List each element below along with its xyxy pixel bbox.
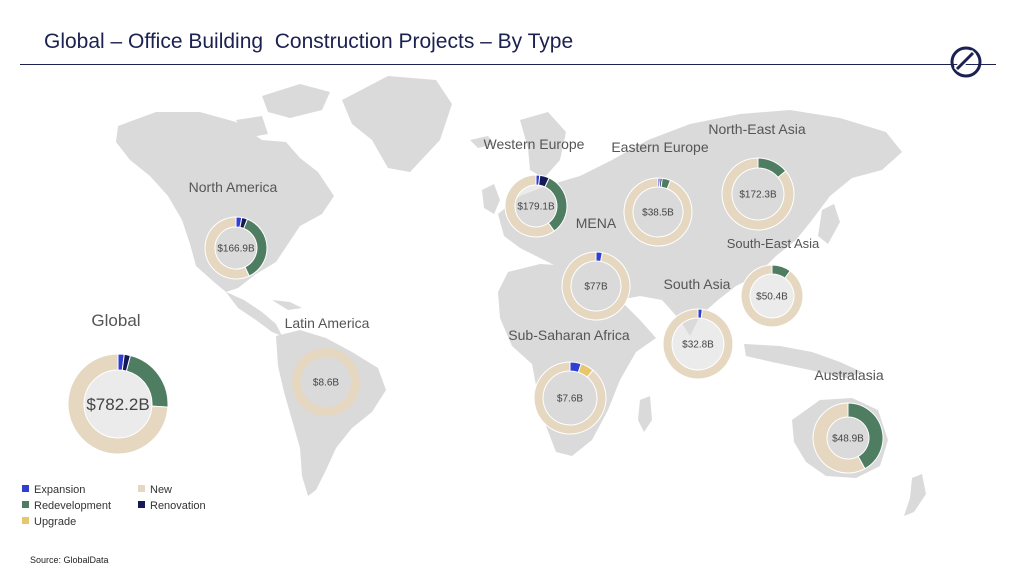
region-value-australasia: $48.9B [832,434,864,445]
brand-logo-icon [950,46,982,78]
donut-hole [732,168,784,220]
donut-slice-new [662,308,734,380]
donut-south-east-asia: South-East Asia $50.4B [727,236,820,328]
donut-slice-new [721,157,795,231]
donut-latin-america: Latin America $8.6B [285,315,370,416]
region-label-australasia: Australasia [814,367,883,383]
legend-label-renovation: Renovation [150,500,206,512]
region-label-north-america: North America [189,179,278,195]
legend-swatch-redevelopment [22,501,29,508]
region-label-south-asia: South Asia [664,276,731,292]
donut-slice-new [812,402,866,474]
donut-south-asia: South Asia $32.8B [662,276,734,380]
region-value-north-america: $166.9B [217,244,255,255]
region-value-eastern-europe: $38.5B [642,208,674,219]
legend-swatch-new [138,485,145,492]
donut-global: Global $782.2B [67,311,169,455]
legend-label-expansion: Expansion [34,484,86,496]
donut-western-europe: Western Europe $179.1B [484,136,585,238]
legend-swatch-renovation [138,501,145,508]
region-label-latin-america: Latin America [285,315,370,331]
donut-slice-new [623,177,693,247]
region-value-south-asia: $32.8B [682,340,714,351]
donut-hole [571,261,621,311]
source-note: Source: GlobalData [30,555,109,565]
donut-north-america: North America $166.9B [189,179,278,280]
donut-charts: Global $782.2B North America $166.9B Latin A… [67,121,884,474]
region-label-north-east-asia: North-East Asia [708,121,805,137]
legend-item-renovation: Renovation [138,500,206,512]
donut-sub-saharan-africa: Sub-Saharan Africa $7.6B [508,327,630,435]
region-value-mena: $77B [584,282,608,293]
region-value-sub-saharan-africa: $7.6B [557,394,583,405]
donut-slice-new [204,216,250,280]
legend-swatch-upgrade [22,517,29,524]
region-label-south-east-asia: South-East Asia [727,236,820,251]
legend-label-upgrade: Upgrade [34,516,77,528]
donut-hole [672,318,724,370]
donut-slice-new [67,353,169,455]
region-label-mena: MENA [576,215,617,231]
legend-item-upgrade: Upgrade [22,516,76,528]
donut-slice-new [740,264,804,328]
donut-hole [84,370,152,438]
donut-eastern-europe: Eastern Europe $38.5B [611,139,709,247]
donut-hole [515,185,557,227]
region-label-global: Global [91,311,140,330]
donut-north-east-asia: North-East Asia $172.3B [708,121,806,231]
region-label-eastern-europe: Eastern Europe [611,139,708,155]
donut-hole [215,227,257,269]
title-divider [20,64,996,65]
donut-mena: MENA $77B [561,215,631,321]
donut-hole [633,187,683,237]
donut-slice-new [504,174,555,238]
legend-label-new: New [150,484,173,496]
donut-australasia: Australasia $48.9B [812,367,884,474]
donut-hole [543,371,597,425]
donut-slice-new [292,348,360,416]
region-label-sub-saharan-africa: Sub-Saharan Africa [508,327,630,343]
donut-hole [827,417,869,459]
legend-item-expansion: Expansion [22,484,85,496]
region-value-global: $782.2B [86,395,149,414]
region-value-south-east-asia: $50.4B [756,292,788,303]
donut-hole [750,274,794,318]
legend-item-new: New [138,484,172,496]
donut-hole [301,357,351,407]
region-value-western-europe: $179.1B [517,202,555,213]
donut-slice-new [533,361,607,435]
region-value-latin-america: $8.6B [313,378,339,389]
legend-swatch-expansion [22,485,29,492]
legend-label-redevelopment: Redevelopment [34,500,112,512]
region-label-western-europe: Western Europe [484,136,585,152]
page-title: Global – Office Building Construction Pr… [44,30,574,53]
legend-item-redevelopment: Redevelopment [22,500,111,512]
donut-slice-new [561,251,631,321]
region-value-north-east-asia: $172.3B [739,190,777,201]
